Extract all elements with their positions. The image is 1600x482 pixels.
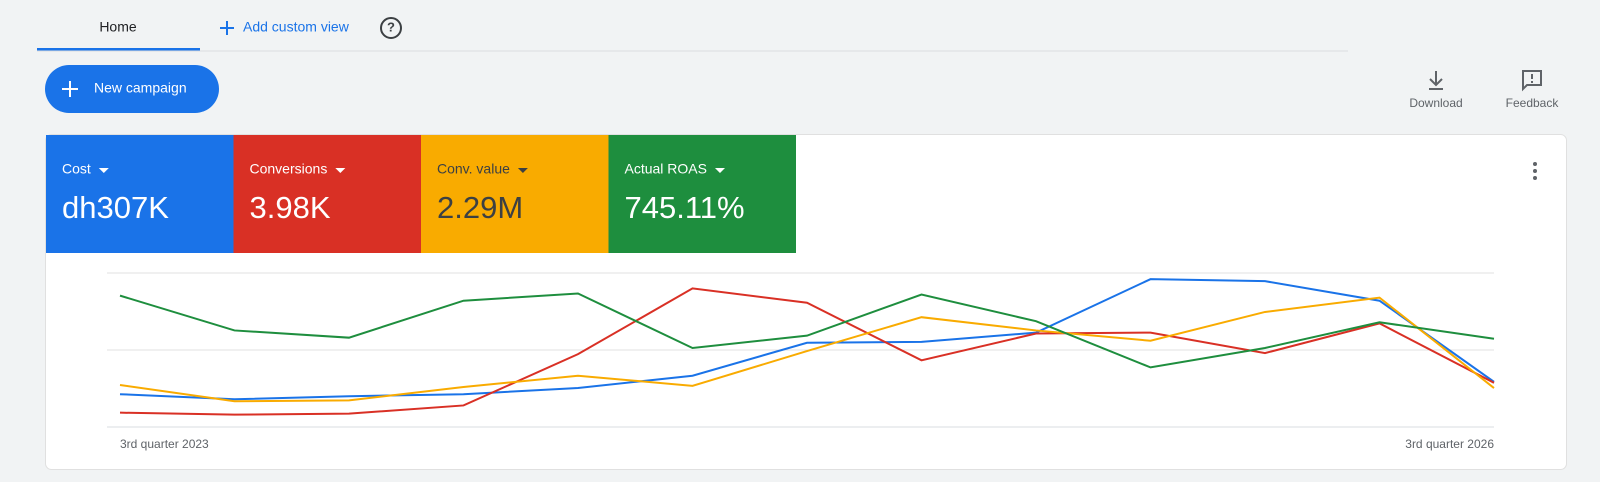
series-line [119, 292, 1495, 369]
help-mark: ? [387, 19, 395, 34]
tab-home[interactable]: Home [99, 19, 137, 35]
download-button[interactable]: Download [1409, 71, 1463, 110]
add-view-label: Add custom view [243, 19, 350, 35]
tile-label: Conversions [250, 161, 328, 177]
dropdown-arrow [517, 168, 528, 173]
help-circle [380, 17, 402, 39]
download-label: Download [1409, 96, 1462, 110]
tile-bg [608, 135, 796, 253]
metric-tile[interactable]: Conv. value 2.29M [421, 135, 609, 253]
dot [1533, 162, 1537, 166]
tile-value: dh307K [62, 190, 169, 225]
feedback-icon [1522, 70, 1542, 92]
dropdown-arrow [335, 168, 346, 173]
dropdown-arrow [98, 168, 109, 173]
metric-tile[interactable]: Actual ROAS 745.11% [608, 135, 797, 253]
dot [1533, 169, 1537, 173]
metric-tile[interactable]: Cost dh307K [46, 135, 234, 253]
tile-bg [421, 135, 609, 253]
dropdown-arrow [714, 168, 725, 173]
help-icon[interactable]: ? [380, 17, 402, 39]
tile-bg [46, 135, 234, 253]
feedback-label: Feedback [1506, 96, 1560, 110]
feedback-button[interactable]: Feedback [1506, 70, 1560, 110]
add-view-tab[interactable]: Add custom view [220, 19, 350, 35]
plus-icon [62, 81, 78, 97]
x-tick-label: 3rd quarter 2023 [120, 437, 209, 451]
tile-label: Cost [62, 161, 91, 177]
download-icon [1429, 71, 1443, 90]
more-menu[interactable] [1533, 162, 1537, 180]
plus-icon [220, 21, 234, 35]
button-label: New campaign [94, 80, 187, 96]
x-tick-label: 3rd quarter 2026 [1405, 437, 1494, 451]
series-line [119, 296, 1495, 403]
metric-tile[interactable]: Conversions 3.98K [233, 135, 422, 253]
tab-indicator [37, 48, 200, 51]
new-campaign-button[interactable]: New campaign [45, 65, 219, 113]
tile-value: 3.98K [250, 190, 331, 225]
tile-bg [233, 135, 421, 253]
tile-value: 745.11% [625, 190, 745, 225]
tile-label: Conv. value [437, 161, 510, 177]
button-bg [45, 65, 219, 113]
tile-value: 2.29M [437, 190, 523, 225]
dot [1533, 176, 1537, 180]
series-line [119, 287, 1495, 416]
tile-label: Actual ROAS [625, 161, 707, 177]
series-line [119, 278, 1495, 401]
